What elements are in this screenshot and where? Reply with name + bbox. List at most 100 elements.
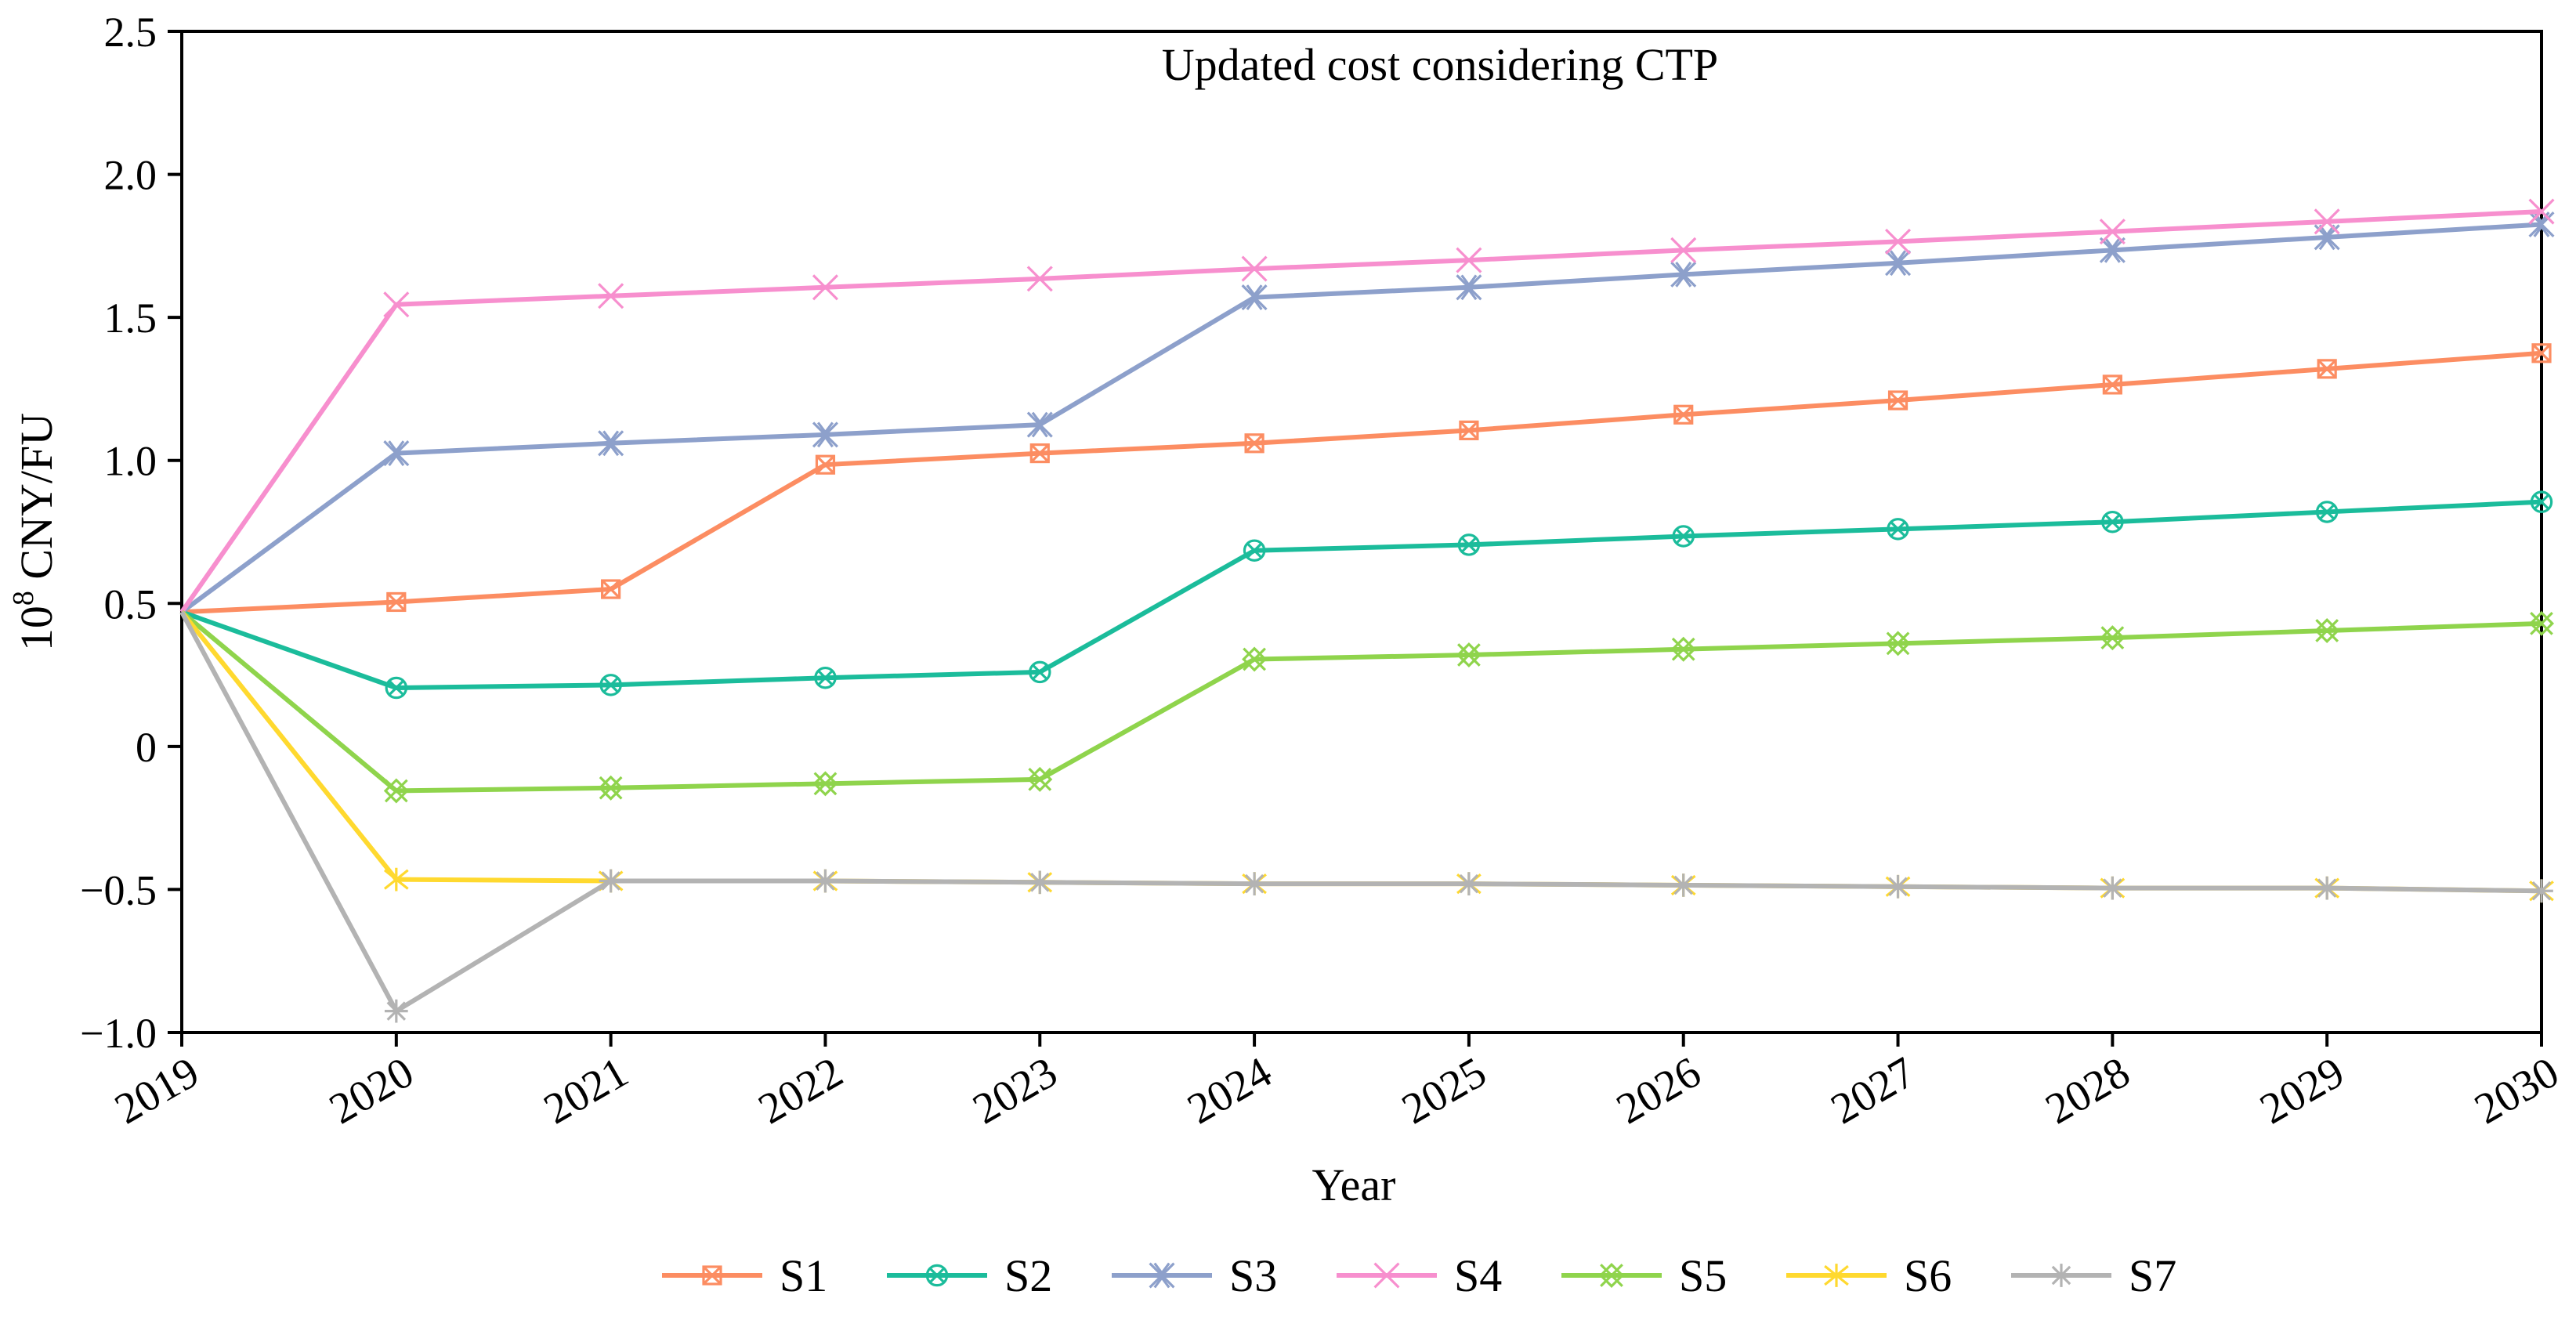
- data-point: [383, 291, 410, 318]
- legend-label: S3: [1229, 1250, 1277, 1301]
- data-point: [1672, 525, 1695, 548]
- data-point: [2528, 610, 2555, 636]
- data-point: [1241, 255, 1268, 282]
- data-point: [1885, 631, 1911, 656]
- series-line: [181, 350, 2542, 615]
- x-tick-label: 2021: [536, 1048, 636, 1134]
- y-tick-label: 1.0: [104, 438, 157, 485]
- legend-label: S6: [1904, 1250, 1952, 1301]
- legend-label: S1: [780, 1250, 827, 1301]
- data-point: [383, 440, 410, 467]
- y-tick-label: −1.0: [80, 1010, 157, 1057]
- data-point: [2317, 359, 2337, 379]
- data-point: [1457, 872, 1481, 895]
- data-point: [812, 421, 838, 448]
- x-tick-label: 2028: [2038, 1048, 2138, 1134]
- series-line: [179, 610, 2542, 1014]
- data-point: [2314, 617, 2340, 643]
- plot-frame: [180, 30, 2543, 1034]
- series-s2: [181, 490, 2553, 700]
- data-point: [1670, 261, 1697, 288]
- data-point: [1670, 237, 1697, 263]
- legend-label: S2: [1004, 1250, 1052, 1301]
- data-point: [925, 1264, 949, 1287]
- legend-item-s7: S7: [2011, 1250, 2176, 1301]
- data-point: [2100, 876, 2125, 900]
- series-s3: [180, 211, 2555, 614]
- series-line: [180, 609, 2542, 794]
- y-axis-title: 108 CNY/FU: [7, 413, 62, 651]
- data-point: [386, 591, 407, 613]
- data-point: [2314, 208, 2340, 235]
- data-point: [2099, 219, 2126, 245]
- data-point: [1149, 1262, 1175, 1289]
- legend-item-s5: S5: [1561, 1250, 1727, 1301]
- data-point: [598, 430, 624, 457]
- legend-item-s2: S2: [887, 1250, 1052, 1301]
- data-point: [1029, 443, 1050, 464]
- x-tick-label: 2024: [1180, 1048, 1280, 1134]
- x-axis-title: Year: [1312, 1159, 1396, 1210]
- y-tick-label: 0.5: [104, 581, 157, 628]
- series-s5: [180, 609, 2555, 804]
- data-point: [1886, 874, 1910, 899]
- y-tick-label: 0: [136, 724, 157, 771]
- data-point: [383, 867, 409, 892]
- data-point: [1885, 228, 1912, 255]
- x-tick-label: 2027: [1823, 1048, 1923, 1134]
- data-point: [601, 579, 621, 599]
- y-tick-label: 2.0: [104, 152, 157, 199]
- x-tick-label: 2023: [965, 1048, 1065, 1134]
- data-point: [702, 1265, 722, 1286]
- legend-label: S4: [1454, 1250, 1502, 1301]
- data-point: [2315, 876, 2339, 900]
- data-point: [1671, 873, 1695, 897]
- x-tick-label: 2026: [1608, 1048, 1709, 1134]
- data-point: [1026, 266, 1053, 292]
- data-point: [813, 869, 838, 893]
- data-point: [2531, 343, 2552, 363]
- x-tick-label: 2022: [751, 1048, 851, 1134]
- y-axis-title-base: 10: [11, 606, 62, 651]
- data-point: [1887, 518, 1909, 541]
- legend-item-s1: S1: [662, 1250, 827, 1301]
- data-point: [598, 283, 624, 309]
- y-axis-title-unit: CNY/FU: [11, 413, 62, 591]
- series-s7: [179, 610, 2553, 1023]
- data-point: [1373, 1262, 1400, 1289]
- data-point: [1457, 533, 1481, 556]
- data-point: [1459, 420, 1479, 440]
- data-point: [1456, 274, 1482, 301]
- data-point: [2530, 879, 2553, 903]
- data-point: [2100, 625, 2126, 651]
- legend-label: S5: [1679, 1250, 1727, 1301]
- x-tick-label: 2019: [107, 1048, 208, 1134]
- data-point: [1243, 539, 1266, 562]
- data-point: [2530, 490, 2553, 513]
- y-tick-label: 1.5: [104, 295, 157, 342]
- chart-title: Updated cost considering CTP: [1162, 39, 1718, 90]
- data-point: [2101, 510, 2124, 533]
- data-point: [2099, 237, 2126, 263]
- data-point: [2102, 374, 2122, 395]
- data-point: [599, 869, 623, 893]
- data-point: [812, 771, 838, 797]
- data-point: [1673, 404, 1694, 425]
- data-point: [1885, 250, 1912, 277]
- legend-item-s6: S6: [1786, 1250, 1952, 1301]
- legend-label: S7: [2129, 1250, 2176, 1301]
- data-point: [598, 775, 624, 801]
- legend-item-s4: S4: [1337, 1250, 1502, 1301]
- y-tick-label: 2.5: [104, 9, 157, 56]
- data-point: [815, 454, 836, 475]
- data-point: [1241, 284, 1268, 311]
- x-tick-label: 2030: [2467, 1048, 2567, 1134]
- data-point: [383, 778, 409, 804]
- series-line: [180, 222, 2542, 614]
- series-line: [181, 499, 2542, 691]
- series-line: [179, 610, 2542, 894]
- y-tick-label: −0.5: [80, 866, 157, 913]
- x-tick-label: 2025: [1394, 1048, 1494, 1134]
- data-point: [1028, 870, 1052, 895]
